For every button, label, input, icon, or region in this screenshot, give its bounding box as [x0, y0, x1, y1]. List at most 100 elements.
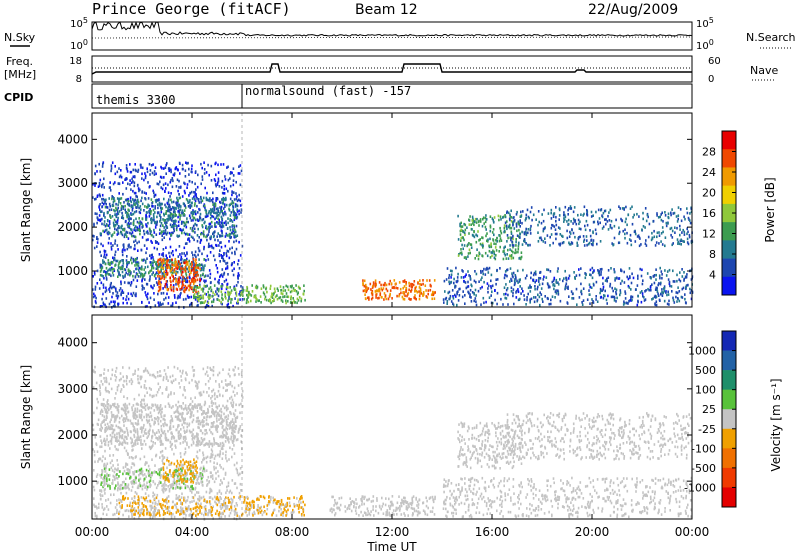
data-cell	[210, 475, 212, 479]
data-cell	[94, 273, 96, 276]
data-cell	[206, 484, 208, 487]
data-cell	[105, 499, 107, 502]
data-cell	[460, 236, 463, 240]
data-cell	[105, 466, 107, 470]
data-cell	[190, 167, 193, 171]
noise-tick-right-bottom: 100	[696, 38, 714, 52]
data-cell	[636, 235, 639, 238]
data-cell	[110, 300, 112, 304]
data-cell	[239, 204, 242, 207]
data-cell	[451, 269, 453, 273]
data-cell	[194, 170, 197, 173]
data-cell	[180, 205, 182, 208]
data-cell	[470, 246, 473, 249]
data-cell	[101, 506, 104, 509]
data-cell	[187, 296, 190, 299]
data-cell	[540, 287, 543, 290]
data-cell	[202, 458, 204, 462]
data-cell	[674, 231, 676, 234]
data-cell	[233, 231, 236, 234]
data-cell	[117, 482, 120, 486]
data-cell	[105, 205, 108, 209]
data-cell	[679, 279, 682, 283]
data-cell	[119, 429, 122, 433]
data-cell	[432, 290, 434, 294]
data-cell	[199, 391, 202, 394]
data-cell	[115, 206, 117, 210]
data-cell	[140, 166, 142, 169]
data-cell	[678, 299, 681, 303]
data-cell	[588, 283, 591, 286]
data-cell	[162, 224, 164, 227]
data-cell	[197, 227, 199, 231]
data-cell	[202, 196, 205, 200]
data-cell	[222, 198, 224, 201]
data-cell	[467, 280, 469, 284]
data-cell	[450, 273, 453, 276]
data-cell	[177, 210, 179, 213]
data-cell	[297, 291, 299, 294]
data-cell	[190, 265, 193, 269]
data-cell	[99, 232, 102, 235]
data-cell	[639, 267, 641, 271]
data-cell	[660, 240, 662, 243]
data-cell	[422, 293, 424, 296]
data-cell	[195, 288, 197, 291]
data-cell	[149, 516, 151, 519]
data-cell	[155, 172, 157, 176]
data-cell	[132, 260, 135, 263]
data-cell	[383, 298, 385, 301]
data-cell	[676, 279, 678, 283]
data-cell	[117, 232, 120, 235]
data-cell	[207, 513, 209, 517]
data-cell	[507, 211, 510, 215]
data-cell	[558, 242, 560, 246]
data-cell	[415, 285, 417, 289]
data-cell	[450, 276, 452, 279]
data-cell	[116, 503, 118, 506]
data-cell	[102, 286, 105, 289]
data-cell	[157, 258, 160, 262]
data-cell	[117, 302, 120, 306]
data-cell	[122, 243, 125, 247]
data-cell	[510, 290, 513, 293]
data-cell	[586, 298, 589, 301]
data-cell	[121, 233, 124, 237]
data-cell	[538, 295, 541, 299]
data-cell	[200, 408, 203, 411]
data-cell	[175, 446, 177, 449]
data-cell	[99, 170, 102, 173]
data-cell	[617, 241, 620, 245]
data-cell	[197, 475, 200, 479]
data-cell	[114, 253, 116, 257]
data-cell	[225, 491, 227, 495]
data-cell	[94, 460, 96, 464]
data-cell	[672, 212, 675, 215]
data-cell	[571, 292, 574, 296]
data-cell	[182, 393, 184, 397]
data-cell	[221, 447, 224, 451]
data-cell	[183, 452, 186, 456]
data-cell	[210, 164, 213, 168]
data-cell	[220, 215, 223, 219]
data-cell	[137, 249, 139, 252]
data-cell	[120, 377, 122, 381]
data-cell	[193, 373, 195, 376]
data-cell	[516, 229, 518, 233]
data-cell	[469, 288, 472, 292]
data-cell	[217, 280, 219, 284]
data-cell	[195, 381, 198, 384]
data-cell	[186, 232, 188, 236]
data-cell	[595, 280, 598, 284]
data-cell	[637, 234, 640, 237]
colorbar-segment	[722, 185, 736, 205]
data-cell	[490, 279, 492, 283]
data-cell	[414, 297, 416, 300]
data-cell	[173, 294, 176, 297]
data-cell	[592, 214, 594, 217]
data-cell	[164, 228, 167, 232]
data-cell	[195, 275, 198, 278]
data-cell	[602, 296, 605, 300]
data-cell	[94, 294, 96, 298]
data-cell	[385, 287, 388, 291]
